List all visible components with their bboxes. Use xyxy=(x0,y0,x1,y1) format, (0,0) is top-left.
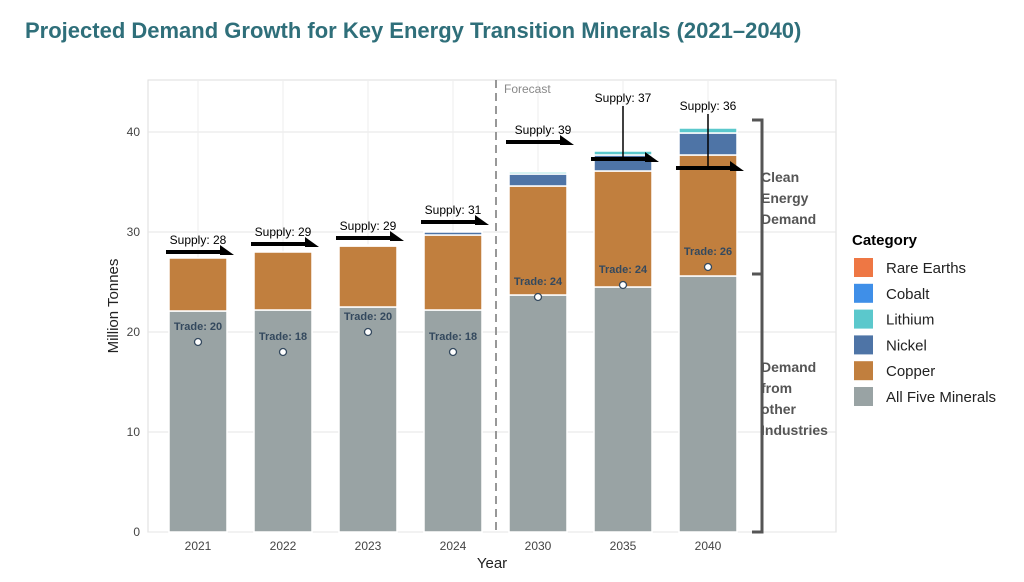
legend-item: Cobalt xyxy=(886,286,930,303)
trade-point xyxy=(448,347,458,357)
supply-arrowhead xyxy=(475,215,489,225)
legend-item: All Five Minerals xyxy=(886,389,996,406)
bar-segment-all-five-minerals xyxy=(253,309,313,533)
trade-point xyxy=(618,280,628,290)
trade-label: Trade: 24 xyxy=(514,276,563,288)
trade-label: Trade: 26 xyxy=(684,246,732,258)
y-tick-label: 30 xyxy=(127,225,141,239)
supply-label: Supply: 37 xyxy=(595,91,652,105)
y-tick-label: 0 xyxy=(133,525,140,539)
bracket-label: other xyxy=(761,401,797,417)
legend-item: Nickel xyxy=(886,337,927,354)
bracket-other-industries xyxy=(752,272,764,534)
legend-swatch xyxy=(854,258,873,277)
bar-segment-copper xyxy=(508,185,568,296)
supply-label: Supply: 36 xyxy=(680,99,737,113)
x-tick-label: 2035 xyxy=(610,539,637,553)
bar-segment-nickel xyxy=(508,173,568,187)
trade-label: Trade: 20 xyxy=(344,311,392,323)
supply-arrowhead xyxy=(645,152,659,162)
bracket-label: Demand xyxy=(761,359,816,375)
y-tick-label: 20 xyxy=(127,325,141,339)
bar-segment-all-five-minerals xyxy=(678,275,738,533)
trade-point xyxy=(533,292,543,302)
bracket-label: Energy xyxy=(761,190,809,206)
legend-swatch xyxy=(854,309,873,329)
legend-swatch xyxy=(854,361,873,381)
legend-swatch xyxy=(854,335,873,355)
bar-segment-copper xyxy=(423,234,483,311)
trade-label: Trade: 18 xyxy=(259,331,307,343)
trade-point xyxy=(278,347,288,357)
x-tick-label: 2030 xyxy=(525,539,552,553)
supply-label: Supply: 29 xyxy=(255,225,312,239)
bar-segment-nickel xyxy=(423,231,483,236)
trade-label: Trade: 24 xyxy=(599,264,648,276)
x-axis-label: Year xyxy=(477,555,507,572)
forecast-label: Forecast xyxy=(504,82,551,96)
bar-segment-copper xyxy=(593,170,653,288)
legend-title: Category xyxy=(852,232,918,249)
bar-segment-all-five-minerals xyxy=(508,294,568,533)
legend-item: Lithium xyxy=(886,312,934,329)
legend-item: Rare Earths xyxy=(886,260,966,277)
supply-arrowhead xyxy=(390,231,404,241)
trade-point xyxy=(193,337,203,347)
bar-segment-lithium xyxy=(508,171,568,175)
bar-segment-all-five-minerals xyxy=(423,309,483,533)
bar-segment-all-five-minerals xyxy=(168,310,228,533)
x-tick-label: 2024 xyxy=(440,539,467,553)
supply-label: Supply: 29 xyxy=(340,219,397,233)
y-tick-label: 10 xyxy=(127,425,141,439)
bracket-label: Industries xyxy=(761,422,828,438)
y-tick-label: 40 xyxy=(127,125,141,139)
supply-arrowhead xyxy=(560,135,574,145)
trade-label: Trade: 18 xyxy=(429,331,477,343)
chart-title: Projected Demand Growth for Key Energy T… xyxy=(25,18,802,43)
y-axis-label: Million Tonnes xyxy=(105,259,122,354)
supply-arrowhead xyxy=(730,161,744,171)
supply-arrowhead xyxy=(220,245,234,255)
supply-arrowhead xyxy=(305,237,319,247)
x-tick-label: 2021 xyxy=(185,539,212,553)
x-tick-label: 2023 xyxy=(355,539,382,553)
trade-label: Trade: 20 xyxy=(174,321,222,333)
x-tick-label: 2022 xyxy=(270,539,297,553)
bar-segment-nickel xyxy=(338,244,398,247)
legend-swatch xyxy=(854,387,873,406)
bracket-label: Demand xyxy=(761,211,816,227)
bracket-label: Clean xyxy=(761,169,799,185)
bar-segment-all-five-minerals xyxy=(593,286,653,533)
supply-label: Supply: 31 xyxy=(425,203,482,217)
legend-swatch xyxy=(854,283,873,303)
legend-item: Copper xyxy=(886,363,935,380)
supply-label: Supply: 39 xyxy=(515,123,572,137)
bar-segment-copper xyxy=(168,257,228,312)
supply-label: Supply: 28 xyxy=(170,233,227,247)
x-tick-label: 2040 xyxy=(695,539,722,553)
bracket-label: from xyxy=(761,380,792,396)
trade-point xyxy=(703,262,713,272)
bar-segment-copper xyxy=(253,251,313,311)
trade-point xyxy=(363,327,373,337)
bar-segment-all-five-minerals xyxy=(338,306,398,533)
bar-segment-copper xyxy=(338,245,398,308)
